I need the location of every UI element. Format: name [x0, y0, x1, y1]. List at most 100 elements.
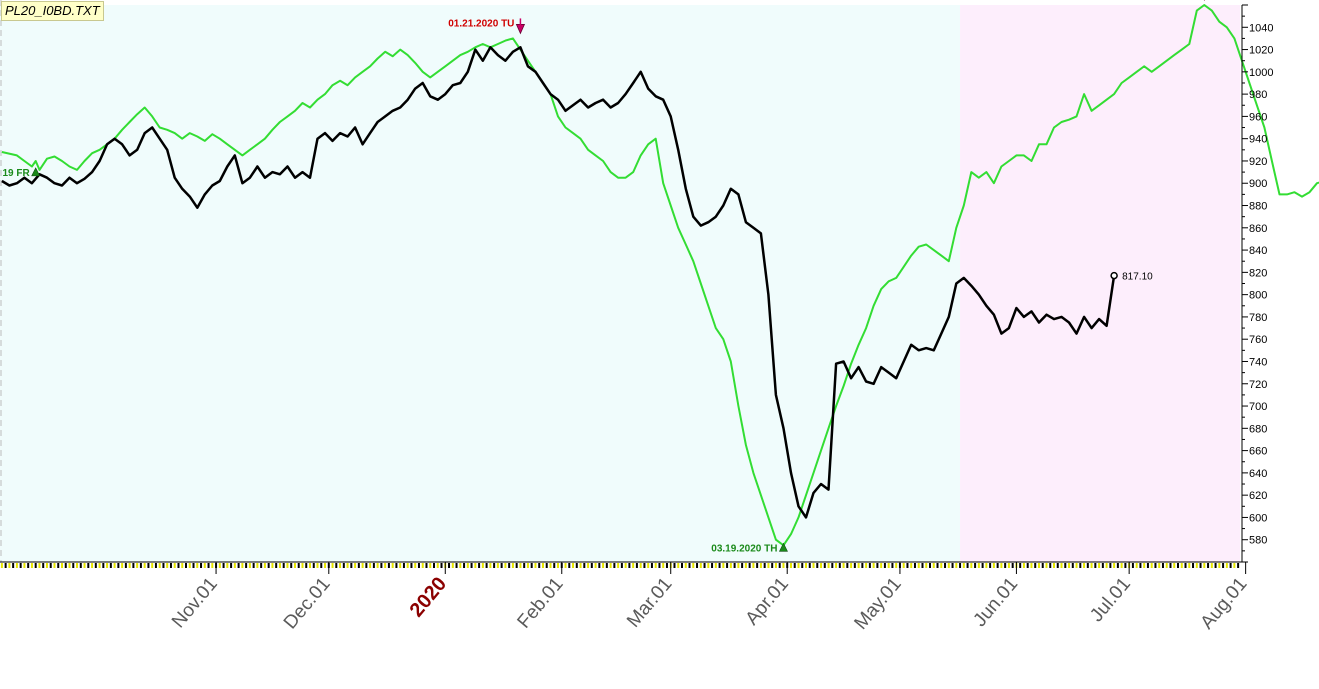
x-tick [609, 563, 612, 568]
x-tick [278, 563, 281, 568]
x-tick [162, 563, 165, 568]
x-tick [1237, 563, 1240, 568]
x-tick [320, 563, 323, 568]
x-tick [1049, 563, 1052, 568]
x-tick [662, 563, 665, 568]
x-tick [553, 563, 556, 568]
x-tick [850, 563, 853, 568]
x-tick [883, 563, 886, 568]
x-tick [1079, 563, 1082, 568]
x-tick [410, 563, 413, 568]
y-tick-label: 860 [1249, 223, 1267, 235]
x-tick [718, 563, 721, 568]
x-tick [121, 563, 124, 568]
x-tick [203, 563, 206, 568]
x-tick [406, 563, 409, 568]
x-tick [260, 563, 263, 568]
x-tick [594, 563, 597, 568]
x-tick [387, 563, 390, 568]
x-tick [741, 563, 744, 568]
x-tick [1214, 563, 1217, 568]
y-tick-label: 940 [1249, 134, 1267, 146]
chart-title: PL20_I0BD.TXT [1, 1, 104, 21]
x-tick [504, 563, 507, 568]
x-tick [233, 563, 236, 568]
x-tick [226, 563, 229, 568]
x-tick [816, 563, 819, 568]
x-tick [880, 563, 883, 568]
x-tick [181, 563, 184, 568]
x-tick [647, 563, 650, 568]
x-year-label: 2020 [406, 573, 451, 621]
x-tick [955, 563, 958, 568]
x-tick [1131, 563, 1134, 568]
x-tick [207, 563, 210, 568]
x-tick [1177, 563, 1179, 568]
x-tick [1225, 563, 1228, 568]
x-tick [290, 563, 293, 568]
x-tick [643, 563, 646, 568]
x-tick [545, 563, 548, 568]
x-tick [230, 563, 233, 568]
x-tick [557, 563, 559, 568]
x-tick [737, 563, 740, 568]
x-tick [1045, 563, 1048, 568]
x-tick [639, 563, 642, 568]
x-tick [771, 563, 774, 568]
x-tick [714, 563, 717, 568]
x-tick [658, 563, 661, 568]
x-tick [1000, 563, 1003, 568]
x-tick [1184, 563, 1187, 568]
x-tick [421, 563, 424, 568]
x-tick [200, 563, 203, 568]
x-tick [331, 563, 334, 568]
x-tick [455, 563, 458, 568]
x-tick [789, 563, 792, 568]
x-tick [357, 563, 360, 568]
x-tick [944, 563, 947, 568]
x-tick [414, 563, 417, 568]
x-tick [692, 563, 695, 568]
x-tick [485, 563, 488, 568]
y-tick-label: 1000 [1249, 67, 1273, 79]
x-tick [72, 563, 75, 568]
x-tick [699, 563, 702, 568]
x-tick [1124, 563, 1127, 568]
x-tick [707, 563, 710, 568]
x-tick [1098, 563, 1101, 568]
x-tick [79, 563, 82, 568]
x-tick [286, 563, 289, 568]
x-tick [305, 563, 308, 568]
x-tick [1218, 563, 1221, 568]
x-tick [861, 563, 864, 568]
x-tick [872, 563, 875, 568]
x-tick [1037, 563, 1040, 568]
x-tick [440, 563, 443, 568]
x-tick [835, 563, 838, 568]
x-tick [1195, 563, 1198, 568]
x-tick [76, 563, 79, 568]
y-tick-label: 1020 [1249, 45, 1273, 57]
y-tick-label: 760 [1249, 334, 1267, 346]
x-tick [617, 563, 620, 568]
x-tick [1222, 563, 1225, 568]
x-tick-label: Dec.01 [280, 574, 335, 634]
x-tick [605, 563, 608, 568]
x-tick [703, 563, 706, 568]
trough-marker-icon [778, 542, 788, 552]
x-tick [895, 563, 898, 568]
x-tick [346, 563, 349, 568]
x-tick [1146, 563, 1149, 568]
x-tick-label: Mar.01 [623, 574, 676, 632]
x-tick [579, 563, 582, 568]
x-tick [1056, 563, 1059, 568]
x-tick-label: May.01 [851, 574, 906, 634]
x-tick-label: Nov.01 [168, 574, 222, 633]
x-tick [767, 563, 770, 568]
y-tick-label: 900 [1249, 178, 1267, 190]
x-tick [989, 563, 992, 568]
x-tick [147, 563, 150, 568]
x-axis [0, 561, 1242, 568]
x-tick [624, 563, 627, 568]
